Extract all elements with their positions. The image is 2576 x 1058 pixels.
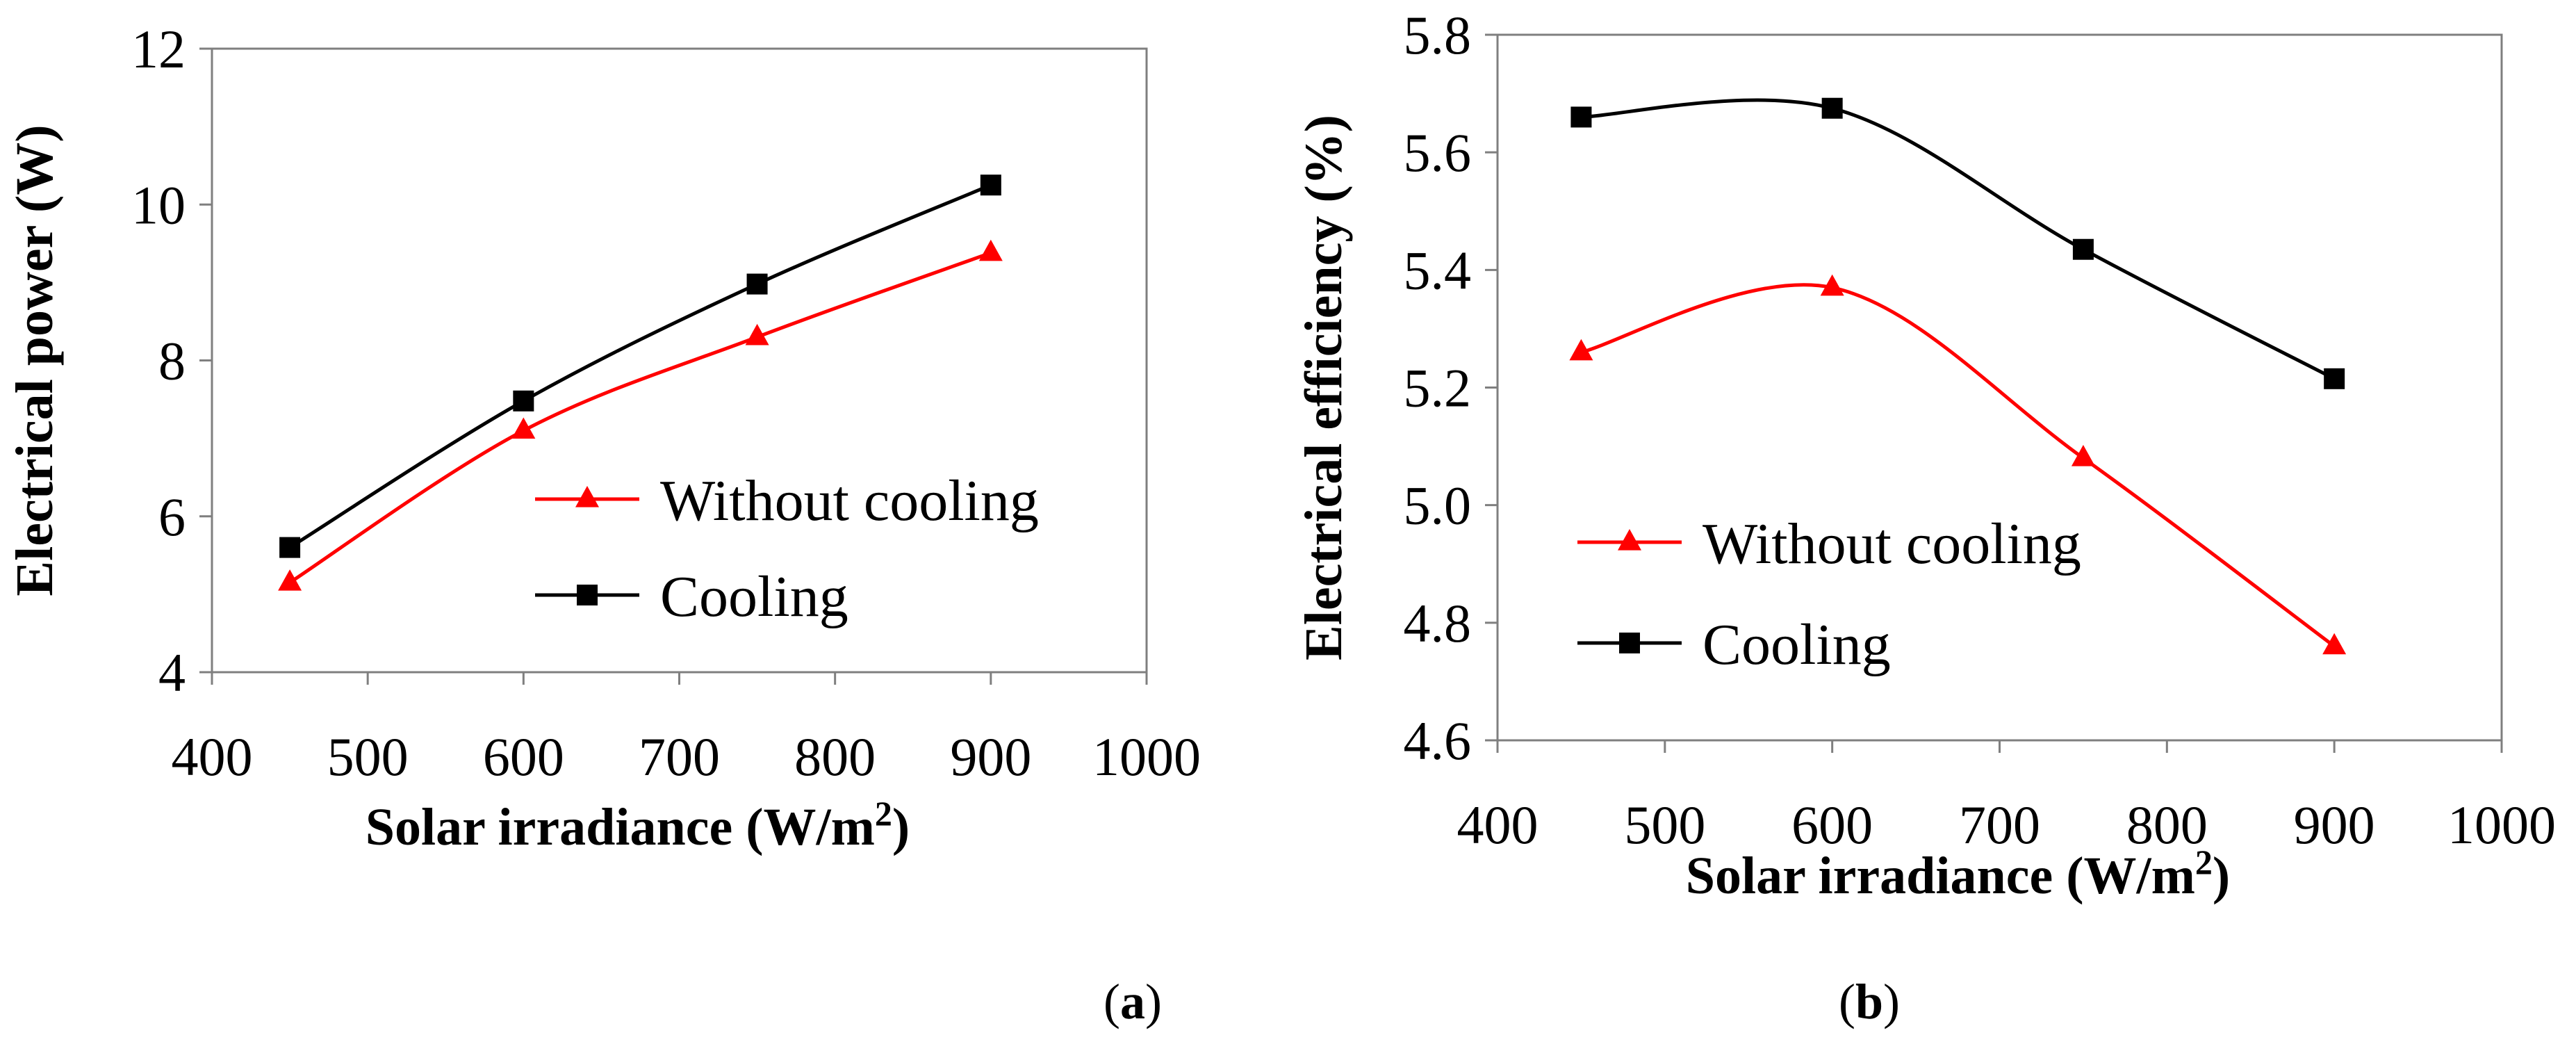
panel-label: (a) bbox=[1104, 974, 1162, 1029]
y-tick-label: 8 bbox=[158, 331, 186, 391]
y-tick-label: 5.4 bbox=[1404, 240, 1472, 300]
x-axis-title-sup: 2 bbox=[875, 794, 892, 833]
data-point-triangle bbox=[978, 239, 1003, 261]
panel-letter: a bbox=[1120, 974, 1145, 1029]
data-point-triangle bbox=[2322, 633, 2347, 655]
series-line bbox=[288, 183, 992, 549]
legend-label: Cooling bbox=[660, 564, 848, 629]
data-point-square bbox=[746, 273, 768, 295]
x-tick-label: 500 bbox=[1624, 795, 1705, 855]
panel-paren-close: ) bbox=[1145, 974, 1162, 1029]
data-point-square bbox=[1821, 97, 1843, 119]
y-tick-label: 5.8 bbox=[1404, 5, 1472, 65]
y-tick-label: 4.8 bbox=[1404, 593, 1472, 653]
series-triangle bbox=[1569, 274, 2347, 655]
y-tick-label: 10 bbox=[131, 174, 186, 235]
panel-paren-open: ( bbox=[1104, 974, 1120, 1029]
x-tick-label: 600 bbox=[1791, 795, 1873, 855]
data-point-square bbox=[1570, 106, 1592, 128]
chart-panel-b: 400 500 600 700 800 900 1000 4.6 4.8 5.0 5.2 5.4 5.6… bbox=[1295, 5, 2556, 1029]
x-tick-label: 400 bbox=[1457, 795, 1539, 855]
legend-entry: Without cooling bbox=[535, 469, 1039, 533]
y-axis-title: Electrical power (W) bbox=[6, 124, 64, 596]
series-line bbox=[1581, 98, 2336, 381]
panel-letter: b bbox=[1855, 974, 1883, 1029]
legend-label: Without cooling bbox=[660, 469, 1039, 533]
y-tick-label: 5.0 bbox=[1404, 475, 1472, 536]
x-axis-title: Solar irradiance (W/m2) bbox=[366, 794, 910, 856]
x-tick-label: 700 bbox=[1959, 795, 2040, 855]
series-square bbox=[1570, 97, 2345, 389]
legend-marker-square bbox=[577, 585, 598, 605]
y-tick-label: 12 bbox=[131, 19, 186, 79]
y-tick-label: 5.6 bbox=[1404, 122, 1472, 183]
series-square bbox=[279, 174, 1001, 558]
legend-label: Cooling bbox=[1703, 612, 1891, 677]
x-tick-label: 500 bbox=[327, 726, 409, 787]
y-tick-label: 5.2 bbox=[1404, 358, 1472, 418]
y-tick-label: 6 bbox=[158, 487, 186, 547]
data-point-square bbox=[2324, 368, 2345, 389]
data-point-triangle bbox=[1820, 274, 1844, 296]
legend-marker-triangle bbox=[575, 486, 599, 507]
legend-entry: Cooling bbox=[535, 564, 848, 629]
panel-label: (b) bbox=[1839, 974, 1900, 1029]
legend-marker-square bbox=[1619, 633, 1640, 653]
data-point-square bbox=[2072, 238, 2094, 260]
x-tick-label: 600 bbox=[483, 726, 564, 787]
x-tick-label: 900 bbox=[950, 726, 1031, 787]
x-axis-title: Solar irradiance (W/m2) bbox=[1686, 843, 2230, 905]
x-axis-title-main: Solar irradiance (W/m bbox=[1686, 847, 2195, 905]
x-tick-label: 800 bbox=[2126, 795, 2208, 855]
x-axis-title-main: Solar irradiance (W/m bbox=[366, 798, 875, 856]
x-tick-label: 700 bbox=[639, 726, 720, 787]
data-point-triangle bbox=[278, 569, 302, 591]
legend-entry: Without cooling bbox=[1577, 512, 2081, 576]
panel-paren-close: ) bbox=[1883, 974, 1900, 1029]
data-point-square bbox=[513, 390, 534, 412]
data-point-triangle bbox=[511, 417, 536, 439]
x-tick-label: 800 bbox=[794, 726, 876, 787]
y-tick-label: 4.6 bbox=[1404, 710, 1472, 771]
legend-entry: Cooling bbox=[1577, 612, 1891, 677]
series-line bbox=[288, 251, 992, 585]
x-axis-title-end: ) bbox=[892, 798, 910, 856]
data-point-square bbox=[279, 537, 301, 558]
x-tick-label: 1000 bbox=[1092, 726, 1201, 787]
legend-label: Without cooling bbox=[1703, 512, 2081, 576]
x-tick-label: 900 bbox=[2294, 795, 2375, 855]
x-axis-title-sup: 2 bbox=[2195, 843, 2213, 881]
series-triangle bbox=[278, 239, 1003, 591]
y-tick-label: 4 bbox=[158, 642, 186, 703]
plot-frame bbox=[1496, 33, 2503, 742]
chart-panel-a: 400 500 600 700 800 900 1000 4 6 8 10 12 Without coo… bbox=[6, 19, 1201, 1029]
data-point-triangle bbox=[745, 323, 769, 345]
x-axis-title-end: ) bbox=[2213, 847, 2230, 905]
data-point-triangle bbox=[2071, 445, 2095, 466]
x-tick-label: 1000 bbox=[2447, 795, 2556, 855]
legend-marker-triangle bbox=[1618, 529, 1641, 551]
series-line bbox=[1580, 283, 2336, 648]
data-point-triangle bbox=[1569, 339, 1593, 361]
data-point-square bbox=[980, 174, 1001, 196]
y-axis-title: Electrical efficiency (%) bbox=[1295, 115, 1353, 660]
panel-paren-open: ( bbox=[1839, 974, 1855, 1029]
x-tick-label: 400 bbox=[172, 726, 253, 787]
